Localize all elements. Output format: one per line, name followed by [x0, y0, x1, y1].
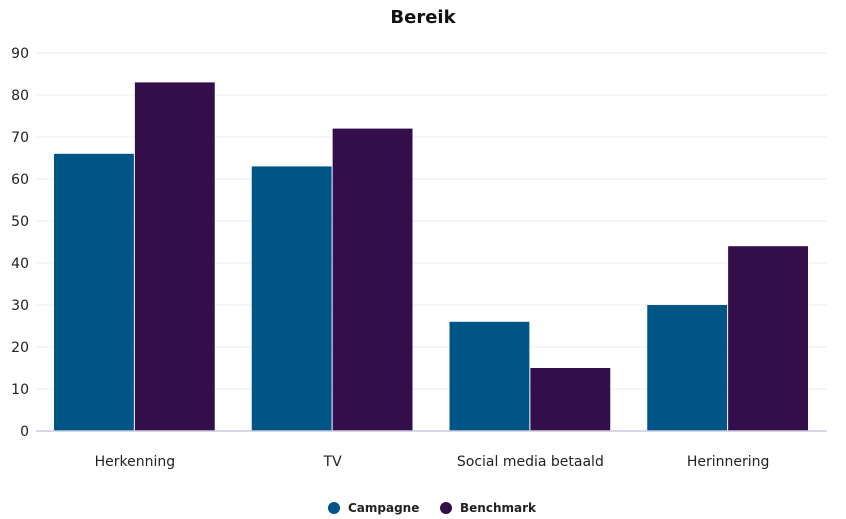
legend-label: Campagne [348, 501, 419, 515]
x-tick-label: Social media betaald [457, 454, 604, 470]
bar-campagne-2 [251, 166, 332, 431]
x-tick-label: Herkenning [95, 454, 176, 470]
y-tick-label: 90 [11, 46, 29, 62]
y-tick-label: 70 [11, 130, 29, 146]
bar-campagne-1 [54, 153, 134, 432]
y-tick-label: 30 [11, 298, 29, 314]
y-tick-label: 40 [11, 256, 29, 272]
x-axis-ticks: Herkenning TV Social media betaald Herinner… [95, 454, 770, 470]
x-tick-label: TV [323, 454, 343, 470]
legend-item-benchmark: Benchmark [440, 501, 537, 515]
y-tick-label: 50 [11, 214, 29, 230]
y-tick-label: 0 [20, 424, 29, 440]
y-tick-label: 10 [11, 382, 29, 398]
y-tick-label: 60 [11, 172, 29, 188]
y-axis-ticks: 0 10 20 30 40 50 60 70 80 90 [11, 46, 29, 440]
legend: Campagne Benchmark [328, 501, 537, 515]
bars [54, 82, 808, 432]
legend-item-campagne: Campagne [328, 501, 419, 515]
x-tick-label: Herinnering [687, 454, 770, 470]
legend-marker [440, 502, 452, 514]
y-tick-label: 20 [11, 340, 29, 356]
bar-benchmark-3 [530, 368, 611, 431]
chart-title: Bereik [390, 7, 456, 28]
legend-marker [328, 502, 340, 514]
bar-campagne-3 [449, 321, 530, 431]
bar-campagne-4 [647, 305, 728, 431]
bar-benchmark-1 [134, 82, 215, 432]
y-tick-label: 80 [11, 88, 29, 104]
legend-label: Benchmark [460, 501, 537, 515]
bar-benchmark-4 [728, 246, 808, 431]
bar-benchmark-2 [332, 128, 413, 431]
